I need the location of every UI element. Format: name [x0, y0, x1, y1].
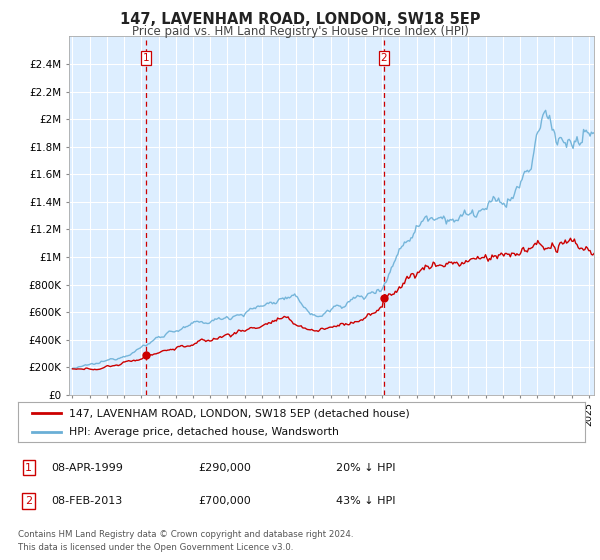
Text: £700,000: £700,000 — [198, 496, 251, 506]
Text: Price paid vs. HM Land Registry's House Price Index (HPI): Price paid vs. HM Land Registry's House … — [131, 25, 469, 38]
Text: 08-APR-1999: 08-APR-1999 — [51, 463, 123, 473]
Text: 43% ↓ HPI: 43% ↓ HPI — [336, 496, 395, 506]
Text: 08-FEB-2013: 08-FEB-2013 — [51, 496, 122, 506]
Text: 1: 1 — [143, 53, 149, 63]
Text: 1: 1 — [25, 463, 32, 473]
Text: 147, LAVENHAM ROAD, LONDON, SW18 5EP: 147, LAVENHAM ROAD, LONDON, SW18 5EP — [120, 12, 480, 27]
Text: 2: 2 — [25, 496, 32, 506]
Text: 147, LAVENHAM ROAD, LONDON, SW18 5EP (detached house): 147, LAVENHAM ROAD, LONDON, SW18 5EP (de… — [69, 408, 410, 418]
Text: Contains HM Land Registry data © Crown copyright and database right 2024.
This d: Contains HM Land Registry data © Crown c… — [18, 530, 353, 552]
Text: HPI: Average price, detached house, Wandsworth: HPI: Average price, detached house, Wand… — [69, 427, 339, 437]
Text: 20% ↓ HPI: 20% ↓ HPI — [336, 463, 395, 473]
Text: 2: 2 — [380, 53, 388, 63]
Text: £290,000: £290,000 — [198, 463, 251, 473]
